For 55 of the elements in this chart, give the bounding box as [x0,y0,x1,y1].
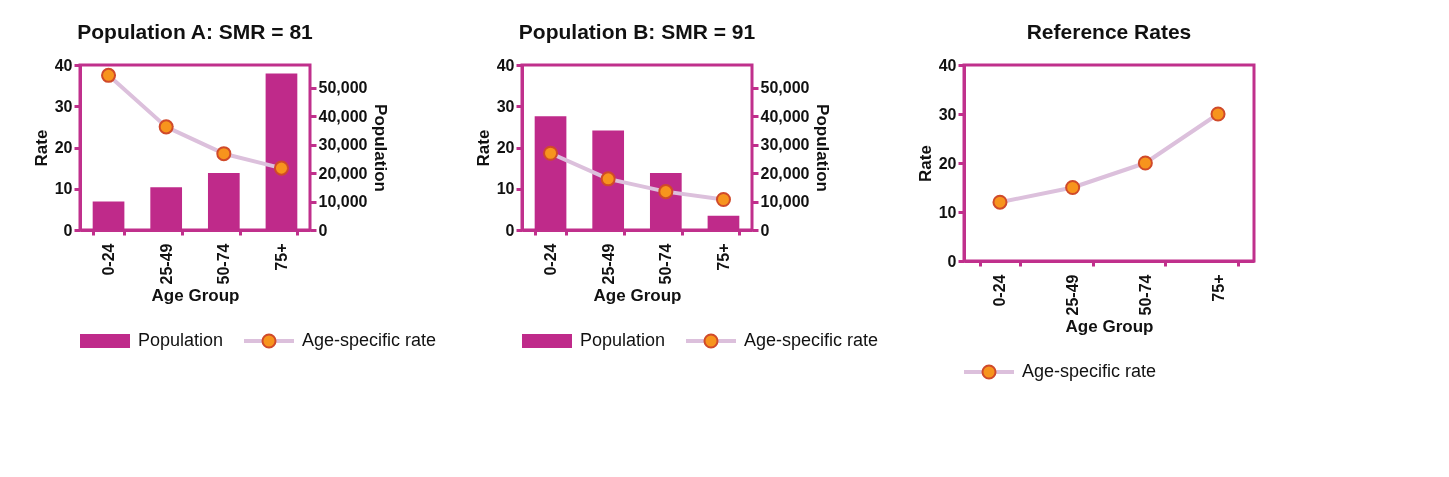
y-tick-label: 30 [54,97,73,115]
legend-label: Population [138,330,224,350]
x-tick-label: 0-24 [542,243,560,276]
legend-label: Age-specific rate [744,330,879,350]
y-tick-label: 30 [938,105,957,123]
y-tick-label: 20 [496,139,515,156]
y-tick-label: 40 [496,56,515,74]
y2-tick-label: 30,000 [318,136,368,154]
legend-label: Population [580,330,666,350]
y2-tick-label: 20,000 [318,164,368,182]
y2-tick-label: 50,000 [760,79,810,97]
y-axis-title: Rate [915,145,935,182]
y-tick-label: 0 [505,221,515,239]
y2-tick-label: 30,000 [760,136,810,154]
y-tick-label: 10 [496,180,515,198]
y-tick-label: 10 [54,180,73,198]
x-tick-label: 25-49 [1064,274,1082,316]
x-tick-label: 0-24 [991,274,1009,307]
y-tick-label: 30 [496,97,515,115]
legend-label: Age-specific rate [302,330,437,350]
y-tick-label: 20 [938,154,957,172]
x-tick-label: 25-49 [599,243,617,285]
chart-title: Population B: SMR = 91 [518,20,756,43]
y2-tick-label: 10,000 [760,193,810,211]
legend-label: Age-specific rate [1022,361,1157,381]
y-tick-label: 0 [63,221,73,239]
x-axis-title: Age Group [151,286,240,306]
y2-tick-label: 0 [318,221,328,239]
y2-tick-label: 10,000 [318,193,368,211]
x-tick-label: 75+ [272,243,290,271]
x-axis-title: Age Group [593,286,682,306]
chart-title: Population A: SMR = 81 [77,20,314,43]
y2-axis-title: Population [371,104,391,192]
y-axis-title: Rate [31,129,51,167]
y2-tick-label: 20,000 [760,164,810,182]
y-tick-label: 0 [947,252,957,270]
x-tick-label: 75+ [1209,274,1227,302]
y-tick-label: 20 [54,139,73,156]
x-tick-label: 50-74 [215,243,233,285]
x-tick-label: 50-74 [1136,274,1154,316]
y2-tick-label: 50,000 [318,79,368,97]
x-axis-title: Age Group [1065,317,1154,337]
y-tick-label: 10 [938,203,957,221]
x-tick-label: 0-24 [100,243,118,276]
y2-tick-label: 40,000 [760,107,810,125]
x-tick-label: 75+ [714,243,732,271]
x-tick-label: 25-49 [157,243,175,285]
x-tick-label: 50-74 [657,243,675,285]
y2-axis-title: Population [813,104,833,192]
y-axis-title: Rate [473,129,493,167]
y-tick-label: 40 [54,56,73,74]
chart-title: Reference Rates [1026,20,1192,43]
y2-tick-label: 0 [760,221,770,239]
y2-tick-label: 40,000 [318,107,368,125]
y-tick-label: 40 [938,56,957,74]
